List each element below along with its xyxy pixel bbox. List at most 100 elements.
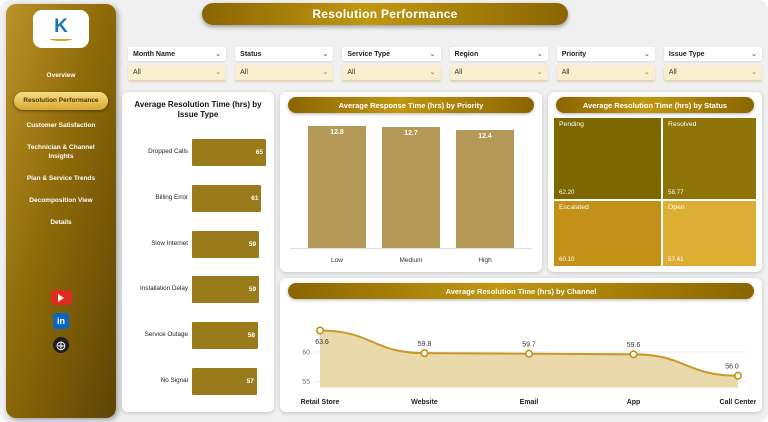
filter-label: Priority bbox=[561, 50, 587, 58]
filter-header-month-name[interactable]: Month Name ⌄ bbox=[128, 47, 227, 61]
channel-chart-svg: 60 55 63.6 Retail Store 59.8 Website 59.7 Email… bbox=[301, 326, 756, 406]
logo-swoosh bbox=[50, 37, 72, 41]
filter-value: All bbox=[454, 69, 463, 76]
filter-header-issue-type[interactable]: Issue Type ⌄ bbox=[663, 47, 763, 61]
globe-icon[interactable]: ⊕ bbox=[53, 337, 69, 353]
youtube-icon[interactable] bbox=[50, 290, 72, 305]
treemap-cell-pending[interactable]: Pending 62.20 bbox=[554, 118, 662, 200]
y-axis-tick: 60 bbox=[302, 349, 310, 356]
bar-dropped-calls[interactable]: 65 bbox=[192, 139, 266, 167]
bar-low[interactable]: 12.8 bbox=[308, 125, 366, 248]
page-title: Resolution Performance bbox=[202, 3, 568, 25]
filter-value: All bbox=[240, 69, 248, 76]
bar-row: Dropped Calls 65 bbox=[130, 130, 266, 176]
sidebar-item-decomposition-view[interactable]: Decomposition View bbox=[29, 196, 93, 204]
bar-high[interactable]: 12.4 bbox=[456, 129, 514, 248]
bar-value-label: 12.7 bbox=[404, 129, 418, 137]
sidebar-item-details[interactable]: Details bbox=[50, 218, 72, 226]
priority-x-labels: Low Medium High bbox=[292, 257, 530, 264]
bar-category-label: Service Outage bbox=[144, 331, 188, 339]
chevron-down-icon: ⌄ bbox=[429, 69, 436, 76]
treemap-cell-resolved[interactable]: Resolved 58.77 bbox=[663, 118, 756, 200]
filter-header-status[interactable]: Status ⌄ bbox=[235, 47, 334, 61]
bar-medium[interactable]: 12.7 bbox=[382, 126, 440, 248]
bar-track: 59 bbox=[192, 276, 266, 304]
linkedin-icon[interactable]: in bbox=[53, 313, 69, 329]
social-links: in ⊕ bbox=[6, 290, 116, 353]
value-label: 56.0 bbox=[725, 364, 739, 371]
bar-category-label: No Signal bbox=[160, 376, 188, 384]
sidebar-item-customer-satisfaction[interactable]: Customer Satisfaction bbox=[26, 122, 96, 130]
data-point-email[interactable] bbox=[525, 349, 534, 358]
priority-bar-chart: 12.8 12.7 12.4 bbox=[292, 122, 530, 248]
filter-dropdown-month-name[interactable]: All ⌄ bbox=[128, 65, 227, 81]
filter-dropdown-issue-type[interactable]: All ⌄ bbox=[663, 65, 763, 81]
data-point-website[interactable] bbox=[420, 349, 429, 358]
x-axis-label-call-center: Call Center bbox=[720, 399, 756, 406]
x-axis-line bbox=[290, 248, 532, 249]
logo: K bbox=[33, 10, 89, 48]
chevron-down-icon: ⌄ bbox=[643, 50, 650, 58]
data-point-call-center[interactable] bbox=[733, 371, 742, 380]
treemap-cell-open[interactable]: Open 57.41 bbox=[663, 201, 756, 266]
sidebar-item-resolution-performance[interactable]: Resolution Performance bbox=[14, 92, 108, 111]
filter-value: All bbox=[561, 69, 570, 76]
filter-service-type: Service Type ⌄ All ⌄ bbox=[342, 47, 441, 81]
filter-dropdown-status[interactable]: All ⌄ bbox=[235, 65, 334, 81]
bar-track: 58 bbox=[192, 322, 266, 350]
x-axis-label-medium: Medium bbox=[399, 257, 423, 264]
bar-row: No Signal 57 bbox=[130, 358, 266, 404]
treemap-label: Open bbox=[668, 204, 685, 212]
bar-billing-error[interactable]: 61 bbox=[192, 185, 262, 212]
bar-category-label: Installation Delay bbox=[140, 285, 188, 293]
filter-dropdown-region[interactable]: All ⌄ bbox=[449, 65, 548, 81]
chevron-down-icon: ⌄ bbox=[751, 50, 758, 58]
value-label: 59.7 bbox=[522, 342, 536, 349]
bar-value-label: 61 bbox=[251, 195, 259, 202]
status-chart-title: Average Resolution Time (hrs) by Status bbox=[556, 97, 754, 113]
filter-header-priority[interactable]: Priority ⌄ bbox=[556, 47, 655, 61]
treemap-label: Escalated bbox=[559, 204, 589, 212]
sidebar-item-plan-service-trends[interactable]: Plan & Service Trends bbox=[26, 174, 96, 182]
filter-priority: Priority ⌄ All ⌄ bbox=[556, 47, 655, 81]
data-point-retail-store[interactable] bbox=[315, 326, 324, 335]
filter-header-region[interactable]: Region ⌄ bbox=[449, 47, 548, 61]
bar-track: 65 bbox=[192, 139, 266, 167]
filter-status: Status ⌄ All ⌄ bbox=[235, 47, 334, 81]
chevron-down-icon: ⌄ bbox=[536, 69, 543, 76]
chevron-down-icon: ⌄ bbox=[429, 50, 436, 58]
filter-bar: Month Name ⌄ All ⌄ Status ⌄ All ⌄ Service Type ⌄ A… bbox=[128, 47, 763, 81]
filter-label: Region bbox=[454, 50, 479, 58]
bar-value-label: 12.4 bbox=[478, 132, 492, 140]
data-point-app[interactable] bbox=[629, 350, 638, 359]
issue-type-chart-title: Average Resolution Time (hrs) by Issue T… bbox=[134, 100, 262, 120]
bar-service-outage[interactable]: 58 bbox=[192, 322, 259, 350]
bar-category-label: Dropped Calls bbox=[148, 148, 188, 156]
channel-chart-title: Average Resolution Time (hrs) by Channel bbox=[288, 283, 754, 299]
sidebar-item-overview[interactable]: Overview bbox=[46, 72, 76, 79]
filter-header-service-type[interactable]: Service Type ⌄ bbox=[342, 47, 441, 61]
sidebar-item-technician-channel-insights[interactable]: Technician & Channel Insights bbox=[27, 144, 95, 160]
sidebar: K Overview Resolution Performance Customer… bbox=[6, 4, 116, 418]
x-axis-label-website: Website bbox=[411, 399, 438, 406]
chevron-down-icon: ⌄ bbox=[751, 69, 758, 76]
bar-no-signal[interactable]: 57 bbox=[192, 367, 257, 395]
filter-value: All bbox=[347, 69, 356, 76]
bar-row: Slow Internet 59 bbox=[130, 221, 266, 267]
chevron-down-icon: ⌄ bbox=[322, 69, 329, 76]
treemap-cell-escalated[interactable]: Escalated 60.10 bbox=[554, 201, 662, 266]
status-chart-card: Average Resolution Time (hrs) by Status … bbox=[548, 92, 762, 272]
filter-dropdown-service-type[interactable]: All ⌄ bbox=[342, 65, 441, 81]
filter-value: All bbox=[133, 69, 141, 76]
chevron-down-icon: ⌄ bbox=[215, 69, 222, 76]
bar-installation-delay[interactable]: 59 bbox=[192, 276, 260, 304]
bar-slow-internet[interactable]: 59 bbox=[192, 230, 260, 258]
bar-value-label: 65 bbox=[255, 149, 263, 157]
channel-chart-card: Average Resolution Time (hrs) by Channel… bbox=[280, 278, 762, 412]
x-axis-label-retail-store: Retail Store bbox=[301, 399, 340, 406]
priority-chart-title: Average Response Time (hrs) by Priority bbox=[288, 97, 534, 113]
bar-row: Service Outage 58 bbox=[130, 313, 266, 359]
filter-dropdown-priority[interactable]: All ⌄ bbox=[556, 65, 655, 81]
sidebar-nav: Overview Resolution Performance Customer S… bbox=[11, 70, 111, 229]
treemap-label: Pending bbox=[559, 121, 584, 128]
